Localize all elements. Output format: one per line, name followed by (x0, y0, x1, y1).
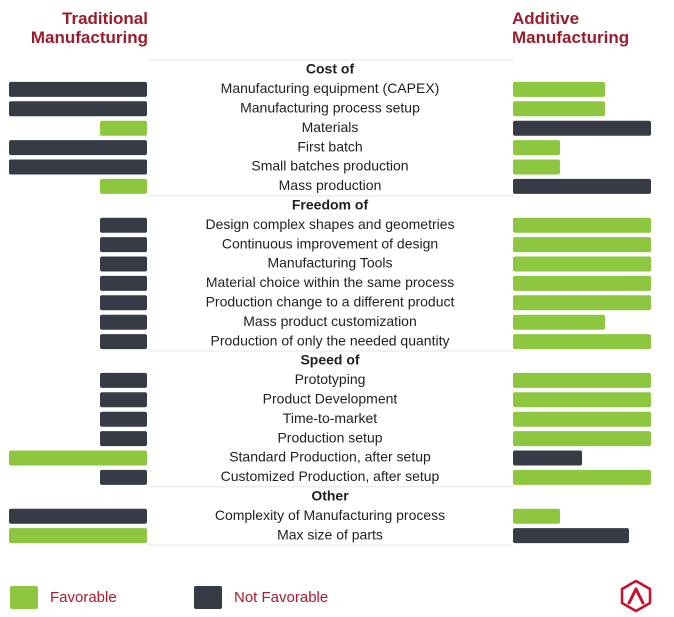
row-label: Production setup (277, 429, 382, 445)
traditional-bar (100, 372, 147, 388)
traditional-bar (9, 508, 147, 524)
traditional-bar (100, 217, 147, 233)
additive-bar (513, 372, 651, 388)
additive-bar (513, 81, 605, 97)
traditional-bar (100, 431, 147, 447)
row-label: Time-to-market (283, 410, 377, 426)
row-label: Small batches production (251, 158, 408, 174)
additive-bar (513, 140, 560, 156)
row-label: Product Development (263, 391, 398, 407)
additive-bar (513, 334, 651, 350)
additive-bar (513, 314, 605, 330)
additive-bar (513, 256, 651, 272)
legend-favorable: Favorable (10, 586, 117, 609)
row-label: Mass product customization (243, 313, 417, 329)
row-label: Continuous improvement of design (222, 235, 438, 251)
traditional-bar (100, 314, 147, 330)
traditional-bar (9, 81, 147, 97)
traditional-bar (9, 101, 147, 117)
additive-bar (513, 275, 651, 291)
row-label: Manufacturing Tools (267, 255, 392, 271)
traditional-manufacturing-header: Traditional Manufacturing (30, 9, 148, 47)
additive-bar (513, 217, 651, 233)
row-label: First batch (297, 138, 362, 154)
traditional-bar (100, 237, 147, 253)
favorable-swatch (10, 586, 38, 609)
traditional-bar (100, 256, 147, 272)
additive-bar (513, 528, 629, 544)
additive-bar (513, 411, 651, 427)
row-label: Max size of parts (277, 526, 383, 542)
group-title: Freedom of (292, 197, 369, 213)
traditional-bar (9, 528, 147, 544)
additive-bar (513, 120, 651, 136)
row-label: Production of only the needed quantity (211, 332, 450, 348)
row-label: Material choice within the same process (206, 274, 454, 290)
group-title: Other (311, 488, 349, 504)
traditional-bar (100, 392, 147, 408)
additive-bar (513, 508, 560, 524)
group-title: Speed of (300, 352, 359, 368)
additive-bar (513, 469, 651, 485)
additive-bar (513, 392, 651, 408)
row-label: Prototyping (295, 371, 366, 387)
traditional-bar (100, 334, 147, 350)
traditional-bar (9, 159, 147, 175)
triangle-logo-icon (620, 579, 652, 613)
row-label: Standard Production, after setup (229, 449, 431, 465)
additive-bar (513, 450, 582, 466)
traditional-bar (100, 469, 147, 485)
favorable-label: Favorable (50, 589, 117, 606)
additive-bar (513, 101, 605, 117)
comparison-chart: Cost of Manufacturing equipment (CAPEX) Ma… (9, 59, 651, 546)
additive-manufacturing-header: Additive Manufacturing (512, 9, 630, 47)
row-label: Production change to a different product (206, 294, 455, 310)
traditional-bar (9, 450, 147, 466)
row-label: Manufacturing equipment (CAPEX) (221, 80, 440, 96)
row-label: Complexity of Manufacturing process (215, 507, 445, 523)
additive-bar (513, 431, 651, 447)
additive-bar (513, 295, 651, 311)
row-label: Design complex shapes and geometries (205, 216, 454, 232)
group-title: Cost of (306, 61, 355, 77)
not-favorable-swatch (194, 586, 222, 609)
legend-not-favorable: Not Favorable (194, 586, 328, 609)
additive-bar (513, 178, 651, 194)
traditional-bar (100, 295, 147, 311)
row-label: Materials (302, 119, 359, 135)
row-label: Customized Production, after setup (221, 468, 440, 484)
not-favorable-label: Not Favorable (234, 589, 329, 606)
traditional-bar (9, 140, 147, 156)
traditional-bar (100, 178, 147, 194)
traditional-bar (100, 411, 147, 427)
row-label: Manufacturing process setup (240, 100, 420, 116)
row-label: Mass production (279, 177, 382, 193)
additive-bar (513, 159, 560, 175)
traditional-bar (100, 120, 147, 136)
traditional-bar (100, 275, 147, 291)
additive-bar (513, 237, 651, 253)
